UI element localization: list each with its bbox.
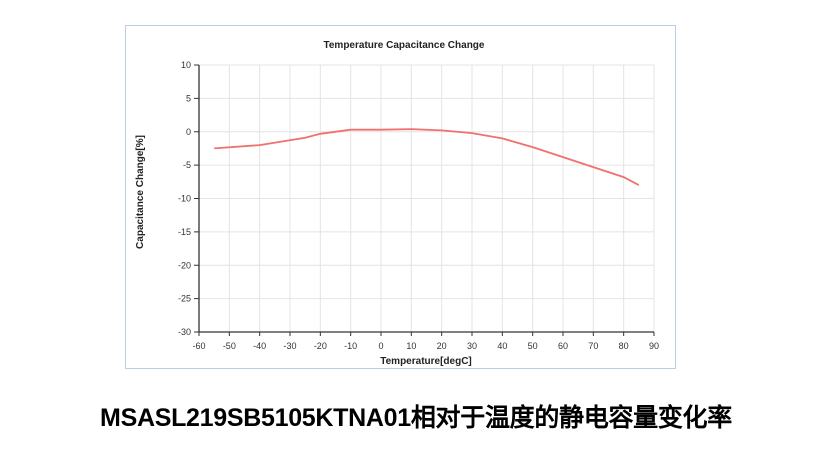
y-tick-label: -10: [178, 194, 191, 204]
x-tick-label: -40: [253, 341, 266, 351]
y-tick-label: -25: [178, 294, 191, 304]
axes: [194, 64, 655, 336]
series-line: [214, 128, 640, 186]
x-tick-label: -60: [192, 341, 205, 351]
x-tick-label: 50: [528, 341, 538, 351]
y-tick-label: -20: [178, 260, 191, 270]
x-tick-label: 90: [649, 341, 659, 351]
series: [214, 128, 640, 186]
x-tick-label: -10: [344, 341, 357, 351]
x-tick-label: 30: [467, 341, 477, 351]
x-tick-label: 60: [558, 341, 568, 351]
y-tick-label: 0: [186, 127, 191, 137]
y-tick-label: -15: [178, 227, 191, 237]
y-tick-label: -5: [183, 160, 191, 170]
x-tick-label: -20: [314, 341, 327, 351]
x-tick-label: 80: [619, 341, 629, 351]
x-tick-label: 40: [497, 341, 507, 351]
caption: MSASL219SB5105KTNA01相对于温度的静电容量变化率: [100, 404, 732, 432]
x-tick-label: -30: [283, 341, 296, 351]
x-tick-label: 10: [406, 341, 416, 351]
grid: [199, 64, 655, 332]
x-tick-label: -50: [223, 341, 236, 351]
x-axis-label: Temperature[degC]: [380, 356, 472, 367]
x-tick-label: 20: [437, 341, 447, 351]
x-tick-label: 0: [378, 341, 383, 351]
chart-frame: [125, 25, 676, 369]
y-tick-label: 5: [186, 93, 191, 103]
y-tick-label: -30: [178, 327, 191, 337]
x-tick-label: 70: [588, 341, 598, 351]
tick-labels: -60 -50 -40 -30 -20 -10 0 10 20 30 40 50 60 70 80 90105…: [178, 60, 659, 351]
y-tick-label: 10: [181, 60, 191, 70]
chart-title: Temperature Capacitance Change: [324, 40, 485, 51]
y-axis-label: Capacitance Change[%]: [135, 135, 146, 249]
